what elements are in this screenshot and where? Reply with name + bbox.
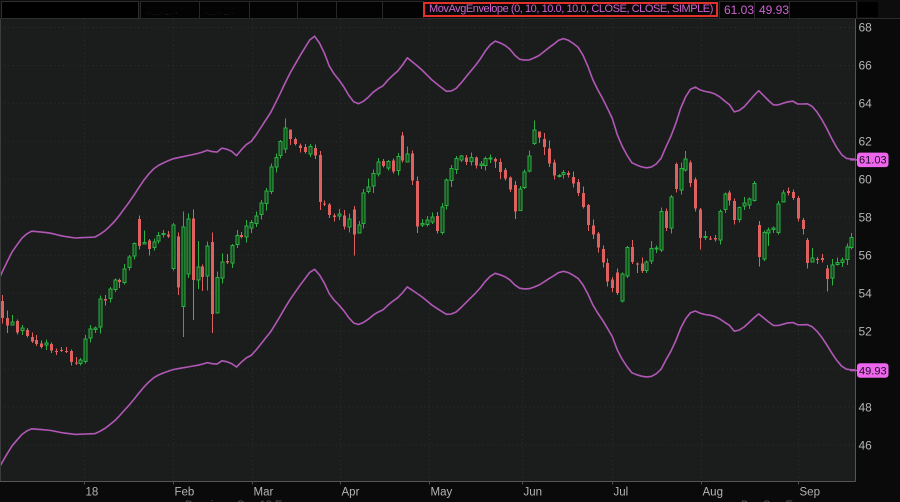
svg-text:54: 54 xyxy=(859,286,873,300)
svg-text:60: 60 xyxy=(859,173,873,187)
svg-text:May: May xyxy=(431,487,453,499)
svg-text:49.93: 49.93 xyxy=(859,365,887,377)
svg-text:Apr: Apr xyxy=(342,487,360,499)
svg-text:58: 58 xyxy=(859,211,873,225)
svg-text:61.03: 61.03 xyxy=(859,155,887,167)
svg-text:Aug: Aug xyxy=(703,487,723,499)
svg-text:Drawings: Sep 18 Exp: Drawings: Sep 18 Exp xyxy=(185,499,294,502)
svg-text:Jun: Jun xyxy=(524,487,543,499)
svg-text:Jul: Jul xyxy=(614,487,629,499)
svg-text:Buy Sep Ex: Buy Sep Ex xyxy=(741,499,799,502)
svg-text:62: 62 xyxy=(859,135,873,149)
svg-text:46: 46 xyxy=(859,438,873,452)
svg-text:68: 68 xyxy=(859,21,873,35)
svg-text:48: 48 xyxy=(859,400,873,414)
svg-text:52: 52 xyxy=(859,324,873,338)
svg-text:66: 66 xyxy=(859,59,873,73)
svg-text:64: 64 xyxy=(859,97,873,111)
svg-text:56: 56 xyxy=(859,249,873,263)
svg-text:Feb: Feb xyxy=(175,487,195,499)
svg-text:Sep: Sep xyxy=(800,487,820,499)
svg-text:18: 18 xyxy=(86,487,99,499)
svg-text:Mar: Mar xyxy=(254,487,274,499)
